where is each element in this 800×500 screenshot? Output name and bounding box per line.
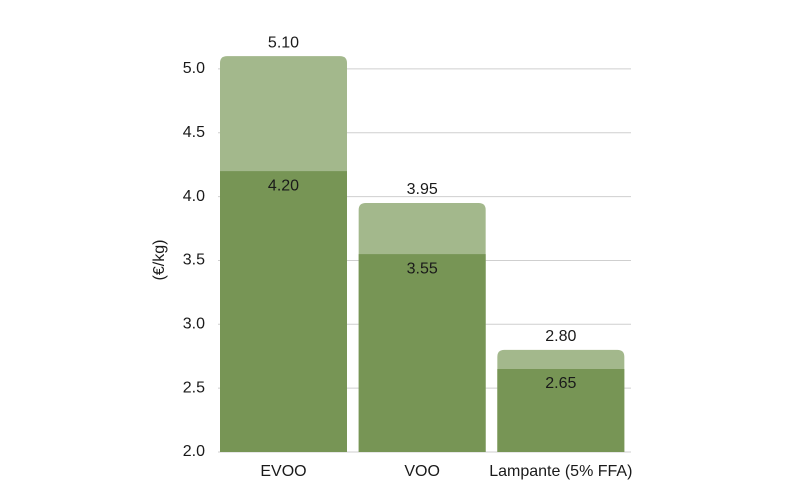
value-label: 3.55: [407, 260, 438, 277]
y-axis-label: (€/kg): [151, 240, 168, 281]
y-tick-label: 4.5: [183, 124, 205, 141]
y-tick-label: 3.0: [183, 316, 205, 333]
x-tick-label: EVOO: [260, 463, 306, 480]
y-tick-label: 2.5: [183, 379, 205, 396]
value-label: 4.20: [268, 177, 299, 194]
y-tick-label: 5.0: [183, 60, 205, 77]
x-tick-label: Lampante (5% FFA): [489, 463, 632, 480]
value-label: 5.10: [268, 34, 299, 51]
y-tick-label: 2.0: [183, 443, 205, 460]
y-tick-label: 4.0: [183, 188, 205, 205]
bar: [358, 254, 486, 452]
bar: [497, 369, 625, 452]
value-label: 3.95: [407, 181, 438, 198]
bar: [220, 171, 347, 453]
x-tick-label: VOO: [404, 463, 440, 480]
y-tick-label: 3.5: [183, 252, 205, 269]
value-label: 2.80: [545, 328, 576, 345]
value-label: 2.65: [545, 375, 576, 392]
